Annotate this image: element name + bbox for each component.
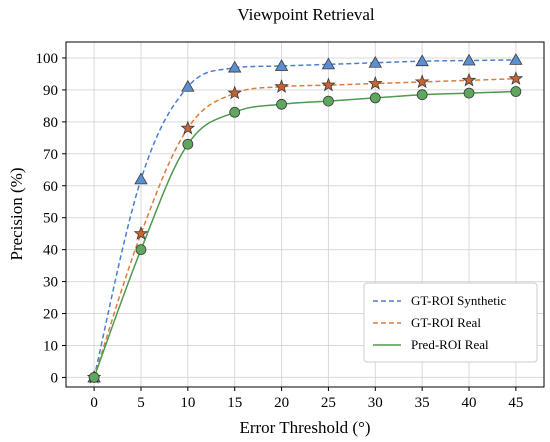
y-tick-label: 50: [43, 211, 58, 227]
x-tick-label: 45: [508, 395, 523, 411]
data-point-gt-roi-synthetic: [274, 59, 289, 71]
data-point-gt-roi-synthetic: [509, 53, 523, 65]
data-point-gt-roi-real: [133, 226, 149, 240]
data-point-pred-roi-real: [276, 98, 287, 110]
y-tick-label: 100: [36, 51, 59, 67]
plot-frame: [65, 41, 545, 388]
data-point-gt-roi-synthetic: [228, 60, 242, 73]
x-axis-label: Error Threshold (°): [239, 418, 370, 437]
y-tick-label: 60: [43, 179, 58, 195]
y-tick-label: 90: [43, 83, 58, 99]
y-tick-label: 40: [43, 243, 58, 259]
x-tick-label: 10: [180, 395, 195, 411]
y-tick-label: 10: [43, 338, 58, 354]
data-point-gt-roi-synthetic: [415, 54, 429, 67]
data-point-pred-roi-real: [510, 86, 522, 97]
series-line-gt-roi-real: [93, 77, 516, 378]
data-point-pred-roi-real: [369, 92, 381, 104]
y-tick-label: 20: [43, 307, 58, 323]
data-point-pred-roi-real: [323, 95, 334, 107]
data-point-gt-roi-real: [274, 79, 289, 93]
data-point-pred-roi-real: [463, 87, 475, 99]
tick-layer: 0 5 10 15 20 25 30 35 40 45 0 10 20 30 40 50 60 70 80 90 100: [36, 51, 524, 411]
x-tick-label: 15: [227, 395, 242, 411]
x-tick-label: 20: [274, 395, 289, 411]
data-point-gt-roi-synthetic: [134, 172, 148, 185]
data-point-gt-roi-real: [368, 75, 383, 90]
data-point-gt-roi-real: [508, 71, 524, 85]
data-point-pred-roi-real: [229, 106, 241, 118]
data-point-pred-roi-real: [416, 89, 428, 101]
x-tick-label: 0: [90, 395, 98, 411]
data-point-gt-roi-synthetic: [368, 55, 382, 68]
chart-title: Viewpoint Retrieval: [237, 5, 375, 24]
x-tick-label: 40: [462, 395, 477, 411]
data-point-gt-roi-real: [461, 72, 477, 87]
y-tick-label: 0: [51, 370, 59, 386]
data-point-gt-roi-real: [321, 77, 336, 92]
data-point-gt-roi-synthetic: [462, 53, 476, 66]
data-point-gt-roi-real: [227, 85, 242, 100]
x-tick-label: 5: [137, 395, 145, 411]
x-tick-label: 30: [368, 395, 383, 411]
legend-label-gt-roi-synthetic: GT-ROI Synthetic: [411, 293, 506, 308]
y-tick-label: 80: [43, 115, 58, 131]
data-point-gt-roi-real: [414, 74, 430, 89]
x-tick-label: 35: [415, 395, 430, 411]
data-point-gt-roi-real: [180, 120, 196, 135]
data-point-pred-roi-real: [88, 372, 100, 383]
y-tick-label: 30: [43, 275, 58, 291]
data-point-gt-roi-synthetic: [321, 57, 336, 70]
marker-layer: [86, 53, 524, 384]
data-point-gt-roi-synthetic: [181, 79, 195, 92]
legend-box: [363, 282, 538, 363]
legend: GT-ROI Synthetic GT-ROI Real Pred-ROI Re…: [363, 282, 538, 363]
data-point-pred-roi-real: [182, 138, 194, 150]
legend-label-gt-roi-real: GT-ROI Real: [411, 315, 481, 330]
data-point-pred-roi-real: [135, 244, 147, 256]
y-tick-label: 70: [43, 147, 58, 163]
legend-label-pred-roi-real: Pred-ROI Real: [411, 337, 489, 352]
x-tick-label: 25: [321, 395, 336, 411]
y-axis-label: Precision (%): [7, 167, 26, 260]
